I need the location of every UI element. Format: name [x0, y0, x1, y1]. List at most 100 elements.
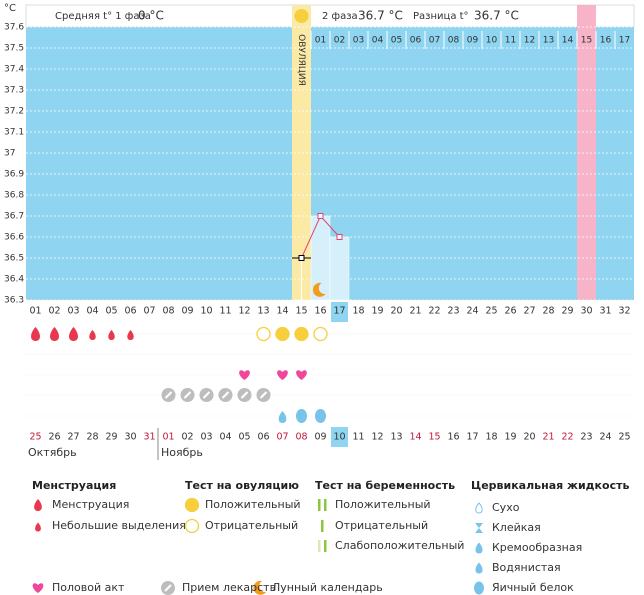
date-label: 16	[447, 432, 459, 443]
cervical-icon	[278, 411, 287, 423]
ovulation-test-icon	[256, 326, 271, 342]
legend-item: Водянистая	[492, 561, 561, 574]
ovulation-test-icon	[275, 326, 290, 342]
header-phase2-value: 36.7 °C	[358, 9, 403, 23]
date-label: 07	[276, 432, 288, 443]
x-tick-label: 19	[371, 306, 383, 317]
legend-item: Клейкая	[492, 521, 541, 534]
legend-icon	[474, 581, 484, 595]
x-tick-label: 28	[542, 306, 554, 317]
pregnancy-bar	[318, 499, 321, 511]
date-label: 18	[485, 432, 497, 443]
y-axis-unit: °C	[4, 3, 16, 14]
menstruation-icon	[50, 327, 59, 341]
cycle-day-label: 04	[372, 36, 384, 46]
temp-fill	[329, 236, 350, 301]
legend-item: Прием лекарств	[182, 581, 276, 594]
x-tick-label: 11	[219, 306, 231, 317]
y-tick-label: 36.3	[4, 296, 24, 306]
date-label: 25	[29, 432, 41, 443]
x-tick-label: 04	[86, 306, 98, 317]
pregnancy-bar	[324, 540, 327, 552]
y-tick-label: 36.9	[4, 170, 24, 180]
pill-slash	[221, 391, 230, 399]
date-label: 28	[86, 432, 98, 443]
date-label: 26	[48, 432, 60, 443]
date-label: 29	[105, 432, 117, 443]
legend-title: Менструация	[32, 479, 116, 492]
x-tick-label: 30	[580, 306, 592, 317]
x-tick-label: 17	[333, 306, 345, 317]
x-tick-label: 13	[257, 306, 269, 317]
cycle-day-label: 10	[486, 36, 498, 46]
date-label: 17	[466, 432, 478, 443]
pill-slash	[164, 391, 173, 399]
date-label: 31	[143, 432, 155, 443]
pregnancy-bar	[324, 499, 327, 511]
pill-slash	[202, 391, 211, 399]
x-tick-label: 05	[105, 306, 117, 317]
sun-icon	[294, 9, 309, 23]
cycle-day-label: 02	[334, 36, 345, 46]
menstruation-icon	[31, 327, 40, 341]
cycle-day-label: 06	[410, 36, 422, 46]
x-tick-label: 32	[618, 306, 630, 317]
date-label: 02	[181, 432, 193, 443]
x-tick-label: 12	[238, 306, 250, 317]
heart-icon	[239, 370, 250, 380]
menstruation-icon	[127, 330, 134, 340]
pill-slash	[183, 391, 192, 399]
selected-day-box	[331, 302, 348, 322]
pill-slash	[259, 391, 268, 399]
cycle-day-label: 14	[562, 36, 574, 46]
date-label: 01	[162, 432, 174, 443]
x-tick-label: 31	[599, 306, 611, 317]
x-tick-label: 25	[485, 306, 497, 317]
y-tick-label: 36.6	[4, 233, 24, 243]
cycle-day-label: 01	[315, 36, 326, 46]
cycle-day-label: 13	[543, 36, 554, 46]
legend-item: Кремообразная	[492, 541, 582, 554]
temp-point	[298, 255, 305, 261]
x-tick-label: 18	[352, 306, 364, 317]
header-phase1-value: 0 °C	[138, 9, 164, 23]
y-tick-label: 37.2	[4, 107, 24, 117]
y-tick-label: 37.6	[4, 23, 24, 33]
x-tick-label: 10	[200, 306, 212, 317]
ovulation-test-icon	[184, 497, 200, 513]
legend-icon	[475, 542, 483, 554]
temp-point	[317, 213, 324, 219]
date-label: 04	[219, 432, 231, 443]
legend-icon	[475, 523, 483, 533]
legend-title: Цервикальная жидкость	[471, 479, 629, 492]
x-tick-label: 22	[428, 306, 440, 317]
x-tick-label: 26	[504, 306, 516, 317]
month-label: Октябрь	[28, 446, 77, 459]
date-label: 25	[618, 432, 630, 443]
y-tick-label: 36.5	[4, 254, 24, 264]
x-tick-label: 29	[561, 306, 573, 317]
header-diff-value: 36.7 °C	[474, 9, 519, 23]
legend-icon	[475, 562, 483, 574]
y-tick-label: 36.7	[4, 212, 24, 222]
cycle-day-label: 05	[391, 36, 402, 46]
highlight-column	[577, 5, 596, 300]
x-tick-label: 07	[143, 306, 155, 317]
cycle-day-label: 07	[429, 36, 440, 46]
legend-icon	[34, 499, 42, 511]
cervical-icon	[296, 409, 307, 423]
moon-icon	[312, 282, 326, 297]
legend-item: Небольшие выделения	[52, 519, 186, 532]
legend-item: Половой акт	[52, 581, 125, 594]
y-tick-label: 37.3	[4, 86, 24, 96]
cycle-day-label: 03	[353, 36, 364, 46]
heart-icon	[277, 370, 288, 380]
date-label: 22	[561, 432, 573, 443]
legend-item: Отрицательный	[335, 519, 428, 532]
x-tick-label: 21	[409, 306, 421, 317]
date-label: 08	[295, 432, 307, 443]
header-diff-label: Разница t°	[413, 11, 469, 22]
cycle-day-label: 16	[600, 36, 612, 46]
y-tick-label: 37.1	[4, 128, 24, 138]
y-tick-label: 37.4	[4, 65, 24, 75]
